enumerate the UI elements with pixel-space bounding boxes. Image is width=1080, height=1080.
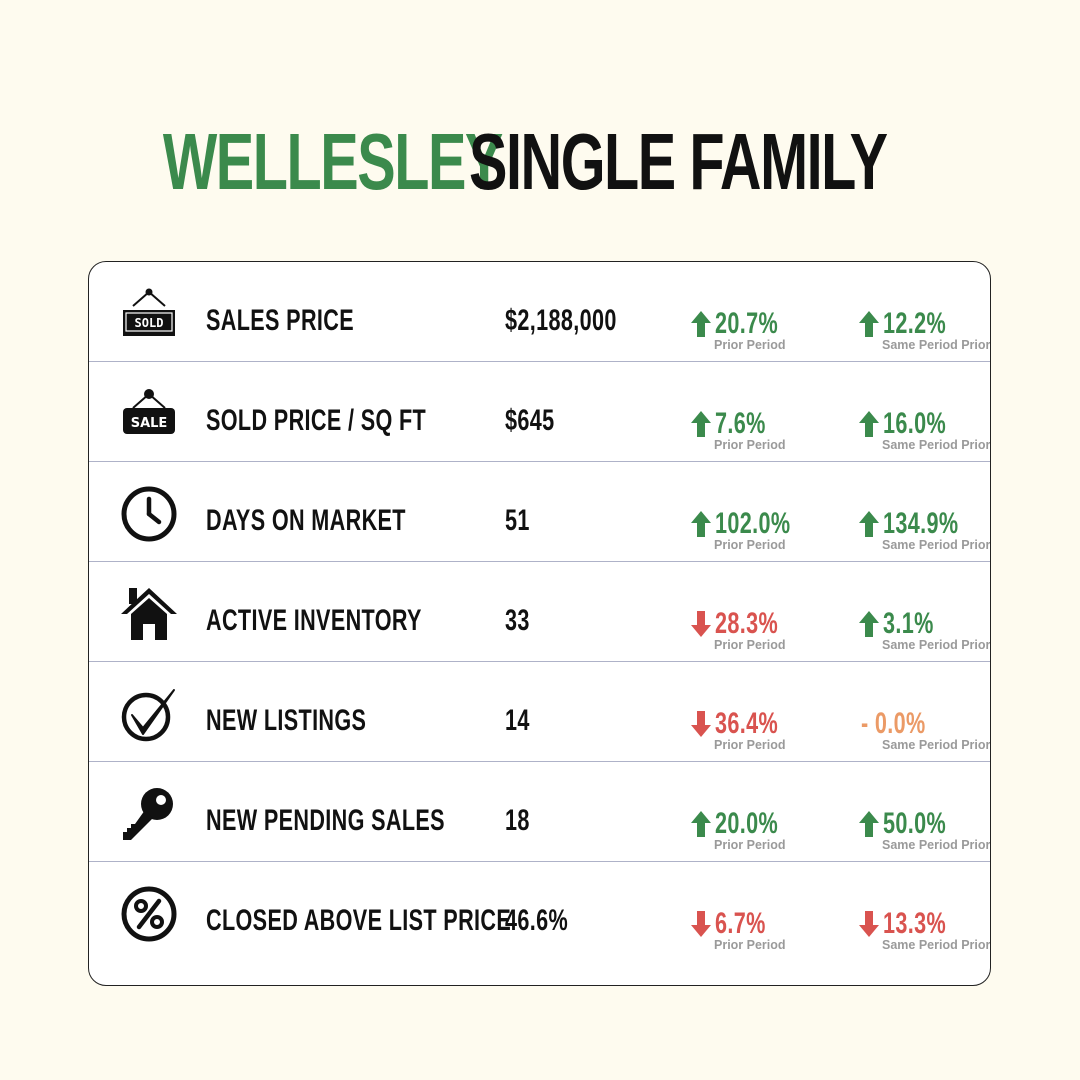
title-town: WELLESLEY xyxy=(162,117,502,206)
change-caption: Same Period Prior Year xyxy=(882,338,991,352)
percent-circle-icon xyxy=(119,884,179,944)
metric-value: 46.6% xyxy=(505,904,569,937)
metric-label: ACTIVE INVENTORY xyxy=(206,604,422,637)
change-percent: 6.7% xyxy=(715,907,766,940)
house-icon xyxy=(119,584,179,644)
metric-label: DAYS ON MARKET xyxy=(206,504,406,537)
change-percent: 13.3% xyxy=(883,907,947,940)
change-caption: Same Period Prior Year xyxy=(882,838,991,852)
change-percent: 3.1% xyxy=(883,607,934,640)
page-title: WELLESLEYSINGLE FAMILY xyxy=(0,112,1080,212)
change-caption: Same Period Prior Year xyxy=(882,638,991,652)
table-row: DAYS ON MARKET 51 102.0% Prior Period 134.9%… xyxy=(89,462,990,562)
change-caption: Same Period Prior Year xyxy=(882,938,991,952)
svg-text:SOLD: SOLD xyxy=(135,316,164,330)
change-caption: Prior Period xyxy=(714,438,786,452)
metric-value: $2,188,000 xyxy=(505,304,617,337)
metric-value: 33 xyxy=(505,604,530,637)
change-percent: 16.0% xyxy=(883,407,947,440)
checkmark-circle-icon xyxy=(119,684,179,744)
change-caption: Prior Period xyxy=(714,338,786,352)
table-row: NEW PENDING SALES 18 20.0% Prior Period 50.0… xyxy=(89,762,990,862)
metric-label: NEW PENDING SALES xyxy=(206,804,445,837)
change-caption: Same Period Prior Year xyxy=(882,738,991,752)
stats-card: SOLD SALES PRICE $2,188,000 20.7% Prior Peri… xyxy=(88,261,991,986)
change-percent: 20.0% xyxy=(715,807,779,840)
table-row: SOLD SALES PRICE $2,188,000 20.7% Prior Peri… xyxy=(89,262,990,362)
metric-label: CLOSED ABOVE LIST PRICE xyxy=(206,904,512,937)
change-caption: Same Period Prior Year xyxy=(882,538,991,552)
change-percent: 20.7% xyxy=(715,307,779,340)
change-percent: 28.3% xyxy=(715,607,779,640)
change-percent: 102.0% xyxy=(715,507,791,540)
change-percent: 50.0% xyxy=(883,807,947,840)
change-caption: Prior Period xyxy=(714,638,786,652)
change-caption: Prior Period xyxy=(714,838,786,852)
metric-label: SOLD PRICE / SQ FT xyxy=(206,404,427,437)
change-percent: 134.9% xyxy=(883,507,959,540)
sold-sign-icon: SOLD xyxy=(119,284,179,344)
svg-text:SALE: SALE xyxy=(131,416,168,431)
metric-label: SALES PRICE xyxy=(206,304,354,337)
clock-icon xyxy=(119,484,179,544)
change-caption: Prior Period xyxy=(714,538,786,552)
title-category: SINGLE FAMILY xyxy=(469,117,888,206)
change-percent: 7.6% xyxy=(715,407,766,440)
table-row: CLOSED ABOVE LIST PRICE 46.6% 6.7% Prior Pe… xyxy=(89,862,990,962)
table-row: ACTIVE INVENTORY 33 28.3% Prior Period 3.1% S… xyxy=(89,562,990,662)
change-caption: Same Period Prior Year xyxy=(882,438,991,452)
sale-sign-icon: SALE xyxy=(119,384,179,444)
change-caption: Prior Period xyxy=(714,738,786,752)
metric-label: NEW LISTINGS xyxy=(206,704,367,737)
metric-value: 51 xyxy=(505,504,530,537)
change-caption: Prior Period xyxy=(714,938,786,952)
table-row: SALE SOLD PRICE / SQ FT $645 7.6% Prior Peri… xyxy=(89,362,990,462)
change-percent: 12.2% xyxy=(883,307,947,340)
metric-value: $645 xyxy=(505,404,555,437)
change-percent: 36.4% xyxy=(715,707,779,740)
change-percent: - 0.0% xyxy=(861,707,926,740)
metric-value: 18 xyxy=(505,804,530,837)
key-icon xyxy=(119,784,179,844)
metric-value: 14 xyxy=(505,704,530,737)
table-row: NEW LISTINGS 14 36.4% Prior Period - 0.0% Sam… xyxy=(89,662,990,762)
